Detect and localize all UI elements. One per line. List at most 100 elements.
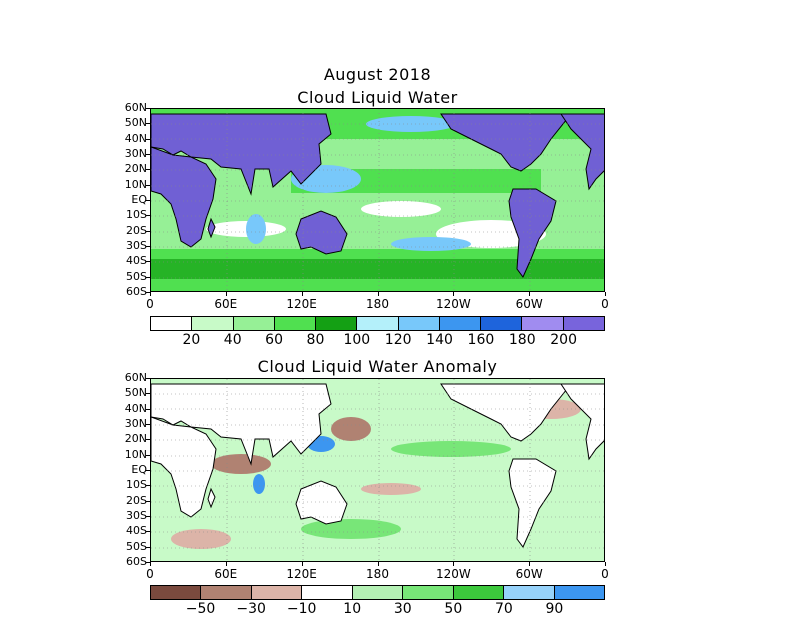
- anomaly-colorbar-swatch: [453, 586, 505, 599]
- clw-lat-label: 30S: [126, 239, 147, 252]
- clw-lon-label: 180: [366, 297, 389, 311]
- anomaly-colorbar-label: 70: [494, 601, 513, 617]
- clw-lat-label: 60N: [124, 101, 147, 114]
- anomaly-lat-tick: [146, 531, 150, 533]
- anomaly-lon-tick: [225, 562, 227, 566]
- clw-pacific-clear: [361, 201, 441, 217]
- anomaly-lat-label: 10S: [126, 478, 147, 492]
- anomaly-lon-label: 60W: [515, 567, 543, 581]
- clw-lat-tick: [146, 292, 150, 293]
- anomaly-lat-tick: [146, 500, 150, 502]
- clw-colorbar-swatch: [316, 317, 358, 330]
- clw-lon-label: 120W: [435, 297, 471, 311]
- anomaly-lat-label: 40N: [124, 401, 147, 415]
- anomaly-lat-label: EQ: [131, 463, 147, 476]
- clw-colorbar-swatch: [357, 317, 399, 330]
- clw-gridlines: [151, 109, 604, 291]
- clw-lon-tick: [377, 292, 379, 296]
- cloud-liquid-water-anomaly-map: [150, 378, 605, 562]
- clw-lon-tick: [225, 292, 227, 296]
- anomaly-lon-tick: [605, 562, 606, 566]
- clw-lat-tick: [146, 169, 150, 171]
- anomaly-colorbar-swatch: [201, 586, 252, 599]
- clw-lat-label: 50S: [126, 269, 147, 283]
- clw-lat-tick: [146, 261, 150, 263]
- eurasia-land: [151, 113, 332, 196]
- clw-lon-tick: [605, 292, 606, 296]
- anomaly-colorbar-label: −30: [236, 601, 266, 617]
- clw-lat-tick: [146, 123, 150, 125]
- clw-lon-tick: [529, 292, 531, 296]
- greenland-land: [560, 113, 604, 191]
- pos-anomaly-southern: [301, 519, 401, 539]
- south-america-land: [508, 188, 557, 278]
- anomaly-colorbar-swatch: [251, 586, 303, 599]
- anomaly-colorbar-label: −10: [286, 601, 317, 617]
- clw-spacific-high: [391, 237, 471, 251]
- anomaly-lon-tick: [453, 562, 455, 566]
- clw-colorbar-swatch: [192, 317, 234, 330]
- anomaly-colorbar-swatch: [302, 586, 353, 599]
- clw-colorbar-label: 200: [550, 332, 577, 348]
- clw-lat-tick: [146, 184, 150, 186]
- clw-lon-tick: [453, 292, 455, 296]
- clw-lat-label: 10N: [124, 177, 147, 191]
- anomaly-lon-label: 60E: [214, 567, 238, 581]
- clw-colorbar-label: 60: [265, 332, 283, 348]
- anomaly-colorbar-label: 90: [545, 601, 564, 617]
- clw-colorbar: [150, 316, 605, 331]
- clw-lat-tick: [146, 154, 150, 155]
- clw-lon-label: 60E: [214, 297, 238, 311]
- greenland-outline: [560, 383, 604, 461]
- clw-lat-tick: [146, 108, 150, 109]
- anomaly-lat-label: 50N: [124, 386, 147, 400]
- anomaly-colorbar-label: −50: [185, 601, 216, 617]
- anomaly-lat-tick: [146, 393, 150, 395]
- anomaly-lat-tick: [146, 516, 150, 517]
- clw-colorbar-swatch: [274, 317, 317, 330]
- anomaly-lat-tick: [146, 485, 150, 487]
- clw-lat-label: 60S: [126, 285, 147, 298]
- australia-land: [295, 210, 348, 255]
- anomaly-lat-label: 20S: [126, 493, 147, 507]
- anomaly-colorbar-swatch: [352, 586, 404, 599]
- australia-outline: [295, 480, 348, 525]
- clw-colorbar-swatch: [233, 317, 275, 330]
- neg-anomaly-south-indian: [171, 529, 231, 549]
- anomaly-gridlines: [151, 379, 604, 561]
- anomaly-lat-tick: [146, 546, 150, 548]
- anomaly-lat-label: 50S: [126, 539, 147, 553]
- clw-lat-label: EQ: [131, 193, 147, 206]
- clw-lat-label: 50N: [124, 116, 147, 130]
- anomaly-lat-label: 40S: [126, 524, 147, 538]
- madagascar-land: [207, 217, 216, 239]
- neg-anomaly-indian: [211, 454, 271, 474]
- clw-lon-label: 60W: [515, 297, 543, 311]
- clw-lat-label: 40N: [124, 131, 147, 145]
- clw-colorbar-swatch: [563, 317, 604, 330]
- anomaly-lat-label: 60S: [126, 555, 147, 568]
- clw-colorbar-label: 180: [508, 332, 536, 348]
- clw-lon-label: 0: [601, 297, 609, 311]
- anomaly-lon-tick: [529, 562, 531, 566]
- madagascar-outline: [207, 487, 216, 509]
- clw-colorbar-swatch: [481, 317, 523, 330]
- figure-title: August 2018: [323, 65, 432, 84]
- anomaly-lat-tick: [146, 470, 150, 471]
- anomaly-lat-label: 20N: [124, 432, 147, 446]
- anomaly-colorbar-label: 10: [343, 601, 362, 617]
- anomaly-lon-label: 120W: [435, 567, 471, 581]
- clw-colorbar-label: 120: [384, 332, 412, 348]
- clw-colorbar-label: 80: [306, 332, 325, 348]
- anomaly-colorbar-swatch: [554, 586, 604, 599]
- clw-lon-tick: [150, 292, 151, 296]
- clw-colorbar-label: 140: [426, 332, 453, 348]
- clw-colorbar-swatch: [151, 317, 193, 330]
- pos-anomaly-indian: [253, 474, 265, 494]
- clw-lat-tick: [146, 230, 150, 232]
- cloud-liquid-water-map: [150, 108, 605, 292]
- anomaly-lat-tick: [146, 562, 150, 563]
- north-america-outline: [440, 383, 573, 442]
- anomaly-lat-label: 30S: [126, 509, 147, 522]
- neg-anomaly-spcz: [361, 483, 421, 495]
